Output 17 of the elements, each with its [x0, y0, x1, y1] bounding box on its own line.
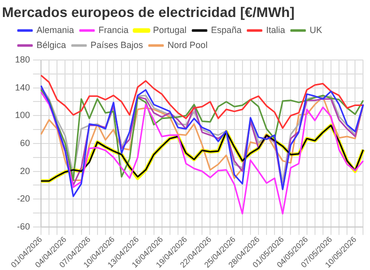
legend-label: Alemania: [36, 24, 74, 35]
chart-title: Mercados europeos de electricidad [€/MWh]: [2, 4, 296, 20]
legend-label: Nord Pool: [168, 40, 208, 50]
legend-label: Países Bajos: [90, 40, 144, 50]
legend-label: Portugal: [153, 24, 187, 35]
legend-label: Italia: [266, 24, 286, 35]
legend-label: UK: [310, 24, 322, 35]
y-tick-label: -20: [17, 194, 30, 204]
y-tick-label: 100: [14, 110, 30, 120]
y-tick-label: 180: [14, 54, 30, 64]
legend-label: Bélgica: [36, 40, 66, 50]
legend-label: Francia: [98, 24, 129, 35]
legend-label: España: [211, 24, 242, 35]
y-tick-label: 60: [20, 138, 30, 148]
y-tick-label: 140: [14, 82, 30, 92]
y-tick-label: -60: [17, 221, 30, 232]
y-tick-label: 20: [20, 166, 30, 176]
